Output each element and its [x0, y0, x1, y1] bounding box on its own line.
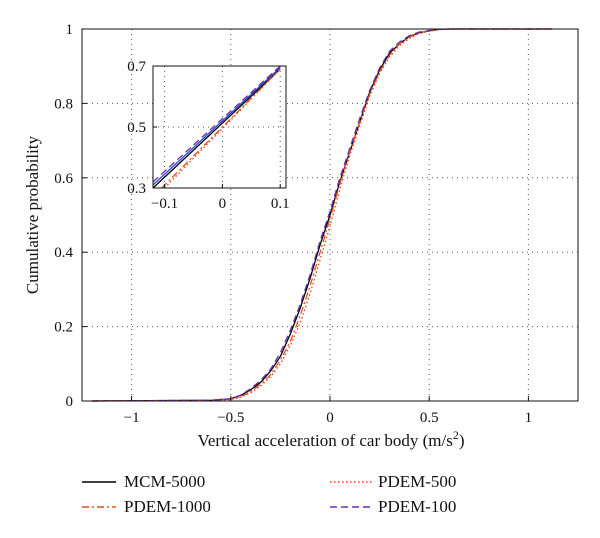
legend-label: MCM-5000 — [124, 472, 205, 491]
x-axis-label: Vertical acceleration of car body (m/s2) — [197, 428, 464, 450]
x-tick-label: 0.5 — [420, 410, 439, 426]
y-tick-label: 0.3 — [127, 181, 146, 197]
legend-label: PDEM-1000 — [124, 497, 211, 516]
x-tick-label: 0 — [326, 410, 334, 426]
y-tick-label: 1 — [66, 22, 74, 38]
y-tick-label: 0.7 — [127, 59, 146, 75]
series-line-pdem-100 — [91, 28, 553, 402]
series-line-pdem-1000 — [161, 68, 281, 189]
x-tick-label: −0.5 — [217, 410, 244, 426]
x-tick-label: 0 — [219, 196, 227, 212]
series-line-mcm-5000 — [152, 68, 281, 189]
y-tick-label: 0.8 — [54, 96, 73, 112]
x-axis-label-close: ) — [459, 431, 465, 450]
main-plot-area: −1 −0.5 0 0.5 1 0 0.2 0.4 0.6 0.8 1 — [54, 22, 579, 426]
series-line-extra-4 — [152, 67, 281, 186]
y-tick-label: 0.4 — [54, 245, 73, 261]
x-tick-label: 0.1 — [271, 196, 290, 212]
legend: MCM-5000 PDEM-500 PDEM-1000 PDEM-100 — [82, 472, 456, 516]
y-tick-label: 0.2 — [54, 320, 73, 336]
x-tick-label: −0.1 — [151, 196, 178, 212]
x-axis-label-main: Vertical acceleration of car body (m/s — [197, 431, 452, 450]
series-line-pdem-100 — [152, 65, 281, 183]
inset-plot-area: −0.1 0 0.1 0.3 0.5 0.7 — [127, 59, 289, 212]
y-tick-label: 0.5 — [127, 120, 146, 136]
y-tick-label: 0 — [66, 394, 74, 410]
x-tick-label: 1 — [525, 410, 533, 426]
x-axis-label-sup: 2 — [453, 428, 459, 442]
y-tick-label: 0.6 — [54, 171, 73, 187]
legend-label: PDEM-500 — [378, 472, 456, 491]
legend-label: PDEM-100 — [378, 497, 456, 516]
x-tick-label: −1 — [124, 410, 140, 426]
y-axis-label: Cumulative probability — [23, 135, 42, 294]
